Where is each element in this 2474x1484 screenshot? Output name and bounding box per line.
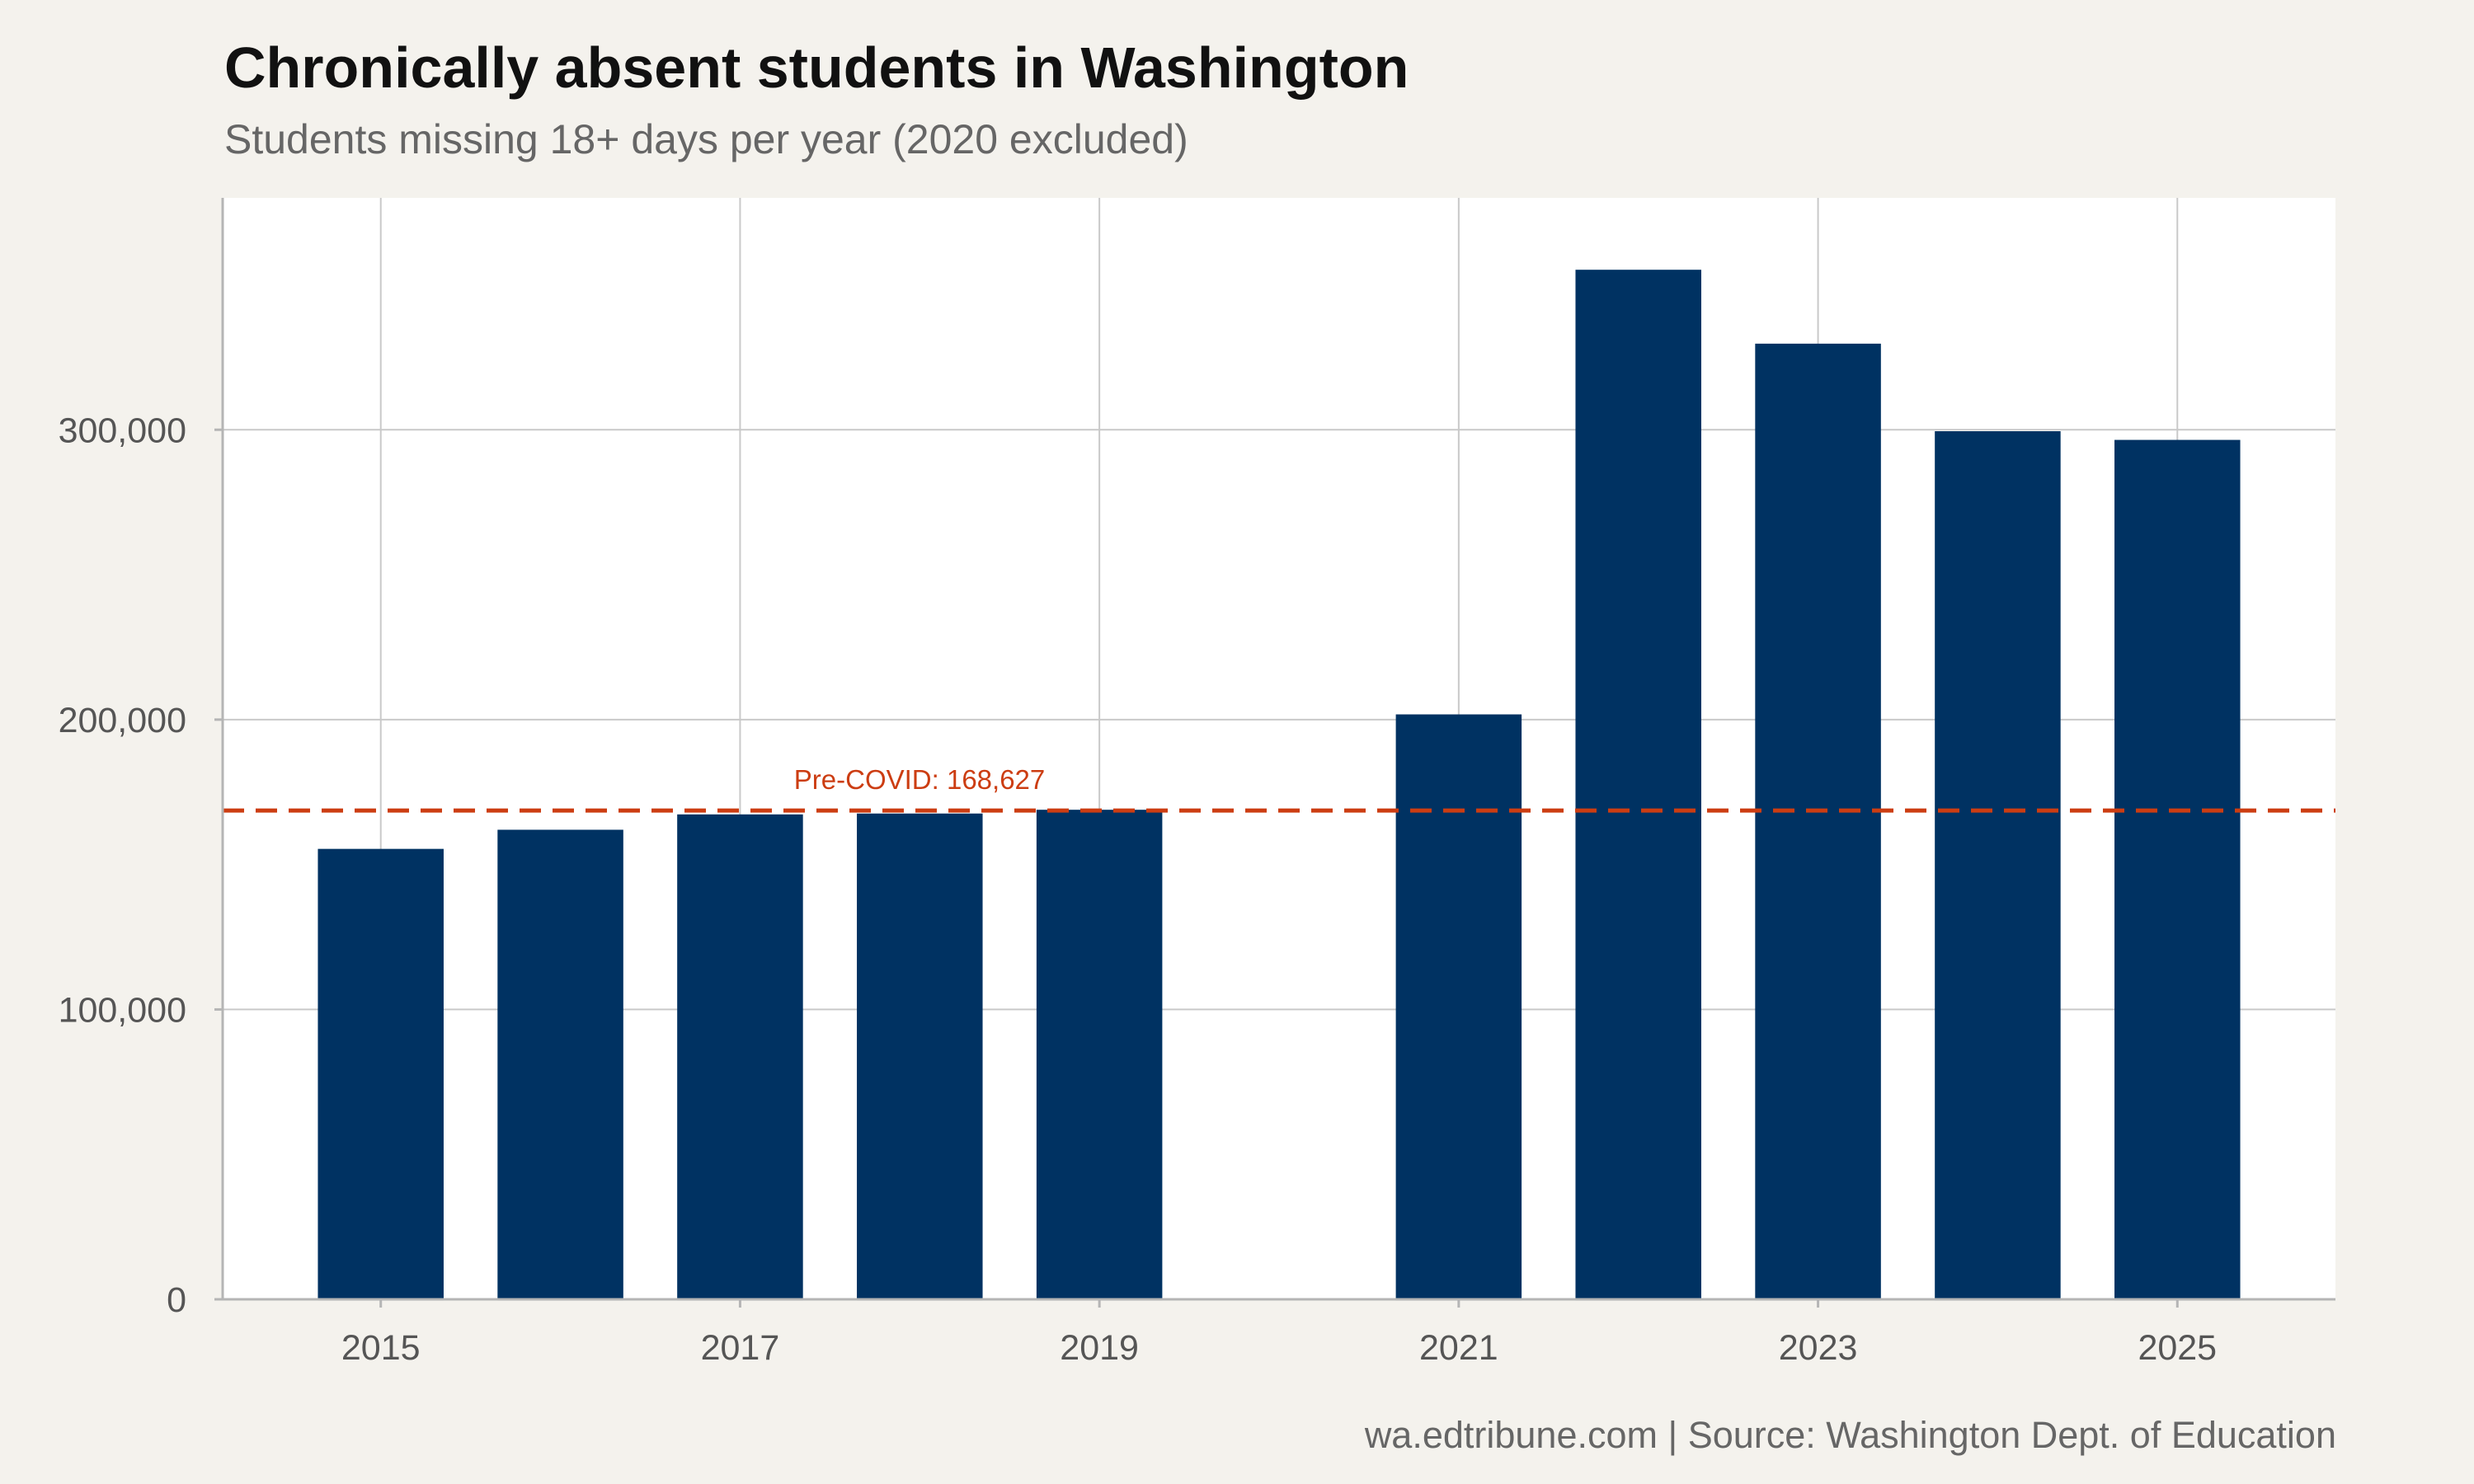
bar-2019	[1036, 810, 1163, 1299]
tick-labels: 0 100,000 200,000 300,000 2015 2017 2019 2021 20…	[59, 411, 2218, 1368]
x-tick-label: 2023	[1779, 1328, 1858, 1368]
bar-2017	[677, 814, 803, 1299]
chart-caption: wa.edtribune.com | Source: Washington De…	[1364, 1414, 2336, 1456]
reference-line-group: Pre-COVID: 168,627	[223, 764, 2335, 813]
bar-2022	[1575, 270, 1701, 1299]
bar-2024	[1935, 431, 2061, 1300]
bar-2016	[497, 829, 623, 1299]
y-tick-label: 100,000	[59, 990, 186, 1030]
y-tick-label: 0	[167, 1280, 186, 1320]
x-tick-label: 2019	[1060, 1328, 1139, 1368]
x-tick-label: 2015	[341, 1328, 421, 1368]
bars	[317, 270, 2241, 1300]
chart-title: Chronically absent students in Washingto…	[224, 35, 1409, 100]
y-tick-label: 300,000	[59, 411, 186, 450]
reference-line-label: Pre-COVID: 168,627	[794, 764, 1045, 795]
axes	[214, 198, 2335, 1308]
bar-2018	[857, 813, 983, 1299]
chart-subtitle: Students missing 18+ days per year (2020…	[224, 116, 1188, 162]
x-tick-label: 2017	[701, 1328, 780, 1368]
bar-2023	[1755, 343, 1881, 1299]
x-tick-label: 2021	[1419, 1328, 1498, 1368]
y-tick-label: 200,000	[59, 701, 186, 740]
bar-2015	[317, 848, 444, 1299]
bar-2025	[2114, 439, 2241, 1300]
x-tick-label: 2025	[2138, 1328, 2217, 1368]
bar-2021	[1395, 714, 1522, 1299]
